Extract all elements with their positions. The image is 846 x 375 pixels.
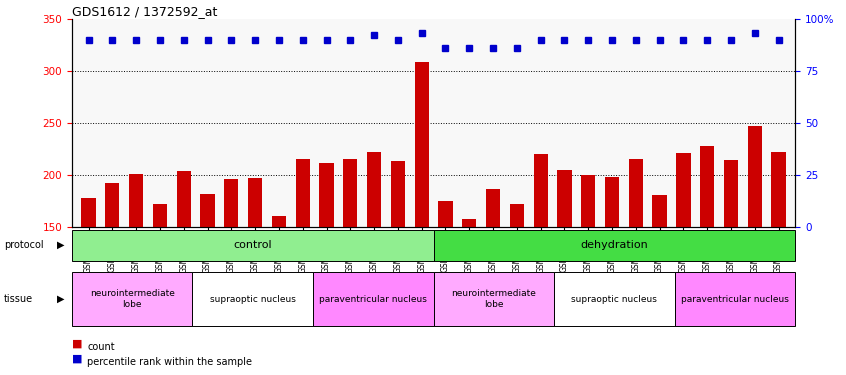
Bar bbox=[81, 198, 96, 375]
Bar bbox=[700, 146, 714, 375]
Bar bbox=[629, 159, 643, 375]
Text: supraoptic nucleus: supraoptic nucleus bbox=[571, 295, 657, 304]
Bar bbox=[129, 174, 143, 375]
Bar bbox=[224, 179, 239, 375]
Bar bbox=[433, 230, 795, 261]
Text: neurointermediate
lobe: neurointermediate lobe bbox=[452, 290, 536, 309]
Bar bbox=[724, 160, 738, 375]
Bar bbox=[674, 272, 795, 326]
Bar bbox=[748, 126, 762, 375]
Bar bbox=[438, 201, 453, 375]
Bar bbox=[105, 183, 119, 375]
Bar bbox=[201, 194, 215, 375]
Bar bbox=[72, 230, 433, 261]
Text: percentile rank within the sample: percentile rank within the sample bbox=[87, 357, 252, 367]
Text: ■: ■ bbox=[72, 354, 82, 364]
Text: GDS1612 / 1372592_at: GDS1612 / 1372592_at bbox=[72, 4, 217, 18]
Text: protocol: protocol bbox=[4, 240, 44, 250]
Bar bbox=[391, 161, 405, 375]
Text: ■: ■ bbox=[72, 339, 82, 349]
Text: tissue: tissue bbox=[4, 294, 33, 304]
Text: paraventricular nucleus: paraventricular nucleus bbox=[319, 295, 427, 304]
Bar bbox=[72, 272, 192, 326]
Text: ▶: ▶ bbox=[57, 240, 64, 250]
Bar bbox=[581, 175, 596, 375]
Text: neurointermediate
lobe: neurointermediate lobe bbox=[90, 290, 174, 309]
Bar bbox=[509, 204, 524, 375]
Bar bbox=[367, 152, 382, 375]
Bar bbox=[177, 171, 191, 375]
Text: count: count bbox=[87, 342, 115, 352]
Bar bbox=[558, 170, 572, 375]
Text: paraventricular nucleus: paraventricular nucleus bbox=[681, 295, 789, 304]
Bar bbox=[486, 189, 500, 375]
Bar bbox=[772, 152, 786, 375]
Bar bbox=[554, 272, 674, 326]
Bar bbox=[415, 63, 429, 375]
Bar bbox=[272, 216, 286, 375]
Text: supraoptic nucleus: supraoptic nucleus bbox=[210, 295, 296, 304]
Bar bbox=[319, 164, 333, 375]
Bar bbox=[248, 178, 262, 375]
Bar bbox=[652, 195, 667, 375]
Bar bbox=[433, 272, 554, 326]
Bar bbox=[192, 272, 313, 326]
Bar bbox=[462, 219, 476, 375]
Text: control: control bbox=[233, 240, 272, 250]
Bar bbox=[676, 153, 690, 375]
Bar bbox=[313, 272, 433, 326]
Bar bbox=[605, 177, 619, 375]
Bar bbox=[295, 159, 310, 375]
Bar bbox=[153, 204, 167, 375]
Text: ▶: ▶ bbox=[57, 294, 64, 304]
Bar bbox=[343, 159, 357, 375]
Bar bbox=[534, 154, 547, 375]
Text: dehydration: dehydration bbox=[580, 240, 648, 250]
